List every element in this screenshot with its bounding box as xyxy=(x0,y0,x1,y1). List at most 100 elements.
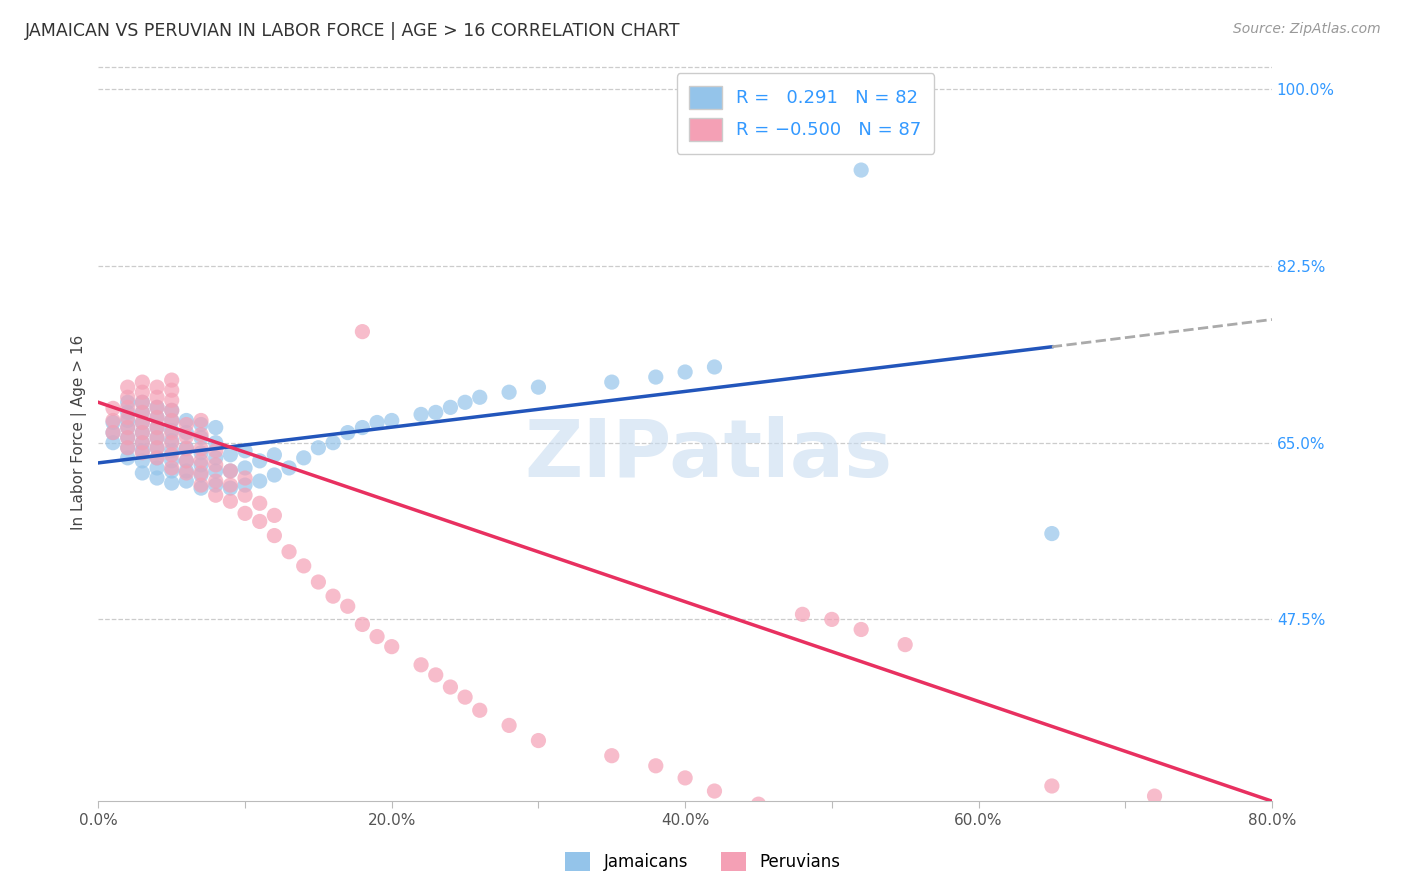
Point xyxy=(176,466,198,480)
Point xyxy=(894,638,917,652)
Point xyxy=(644,759,666,773)
Point xyxy=(146,420,169,434)
Point xyxy=(117,431,139,445)
Point xyxy=(131,446,153,460)
Point xyxy=(233,461,256,475)
Point xyxy=(146,450,169,465)
Point xyxy=(498,385,520,400)
Point xyxy=(160,448,183,462)
Point xyxy=(278,545,301,559)
Point xyxy=(204,435,226,450)
Point xyxy=(263,468,285,483)
Point xyxy=(117,441,139,455)
Point xyxy=(644,370,666,384)
Point xyxy=(146,410,169,425)
Point xyxy=(146,441,169,455)
Point xyxy=(747,797,769,812)
Legend: R =   0.291   N = 82, R = −0.500   N = 87: R = 0.291 N = 82, R = −0.500 N = 87 xyxy=(676,73,934,153)
Point xyxy=(131,385,153,400)
Point xyxy=(146,461,169,475)
Point xyxy=(468,703,491,717)
Point xyxy=(352,617,374,632)
Point xyxy=(117,410,139,425)
Point xyxy=(322,435,344,450)
Point xyxy=(146,410,169,425)
Point xyxy=(673,365,696,379)
Point xyxy=(131,395,153,409)
Point xyxy=(792,607,814,622)
Point xyxy=(249,496,271,510)
Point xyxy=(468,390,491,404)
Y-axis label: In Labor Force | Age > 16: In Labor Force | Age > 16 xyxy=(72,335,87,530)
Point xyxy=(160,413,183,427)
Point xyxy=(160,403,183,417)
Point xyxy=(527,733,550,747)
Point xyxy=(233,478,256,492)
Point xyxy=(190,427,212,442)
Point xyxy=(204,488,226,502)
Point xyxy=(263,528,285,542)
Point xyxy=(352,325,374,339)
Point xyxy=(219,494,242,508)
Point xyxy=(439,680,461,694)
Point xyxy=(146,431,169,445)
Point xyxy=(146,390,169,404)
Point xyxy=(454,690,477,705)
Point xyxy=(381,640,404,654)
Point xyxy=(219,448,242,462)
Point xyxy=(204,443,226,458)
Point xyxy=(1143,789,1166,803)
Point xyxy=(160,454,183,468)
Point xyxy=(219,464,242,478)
Point xyxy=(160,383,183,397)
Point xyxy=(204,478,226,492)
Point xyxy=(600,375,623,389)
Legend: Jamaicans, Peruvians: Jamaicans, Peruvians xyxy=(557,843,849,880)
Point xyxy=(204,420,226,434)
Point xyxy=(101,425,124,440)
Point xyxy=(454,395,477,409)
Text: JAMAICAN VS PERUVIAN IN LABOR FORCE | AGE > 16 CORRELATION CHART: JAMAICAN VS PERUVIAN IN LABOR FORCE | AG… xyxy=(25,22,681,40)
Point xyxy=(176,474,198,488)
Point xyxy=(131,416,153,430)
Point xyxy=(292,558,315,573)
Point xyxy=(673,771,696,785)
Point xyxy=(146,471,169,485)
Point xyxy=(307,441,329,455)
Point xyxy=(439,401,461,415)
Point xyxy=(146,431,169,445)
Point xyxy=(204,450,226,465)
Point xyxy=(425,668,447,682)
Point xyxy=(160,434,183,448)
Point xyxy=(703,359,725,374)
Point xyxy=(409,657,432,672)
Point xyxy=(117,390,139,404)
Point xyxy=(249,515,271,529)
Point xyxy=(307,575,329,590)
Point xyxy=(131,435,153,450)
Point xyxy=(176,454,198,468)
Point xyxy=(190,431,212,445)
Point xyxy=(101,401,124,416)
Point xyxy=(366,416,388,430)
Point xyxy=(1040,526,1063,541)
Point xyxy=(292,450,315,465)
Point xyxy=(425,405,447,419)
Point xyxy=(101,425,124,440)
Point xyxy=(821,612,844,626)
Point xyxy=(190,442,212,456)
Point xyxy=(131,466,153,480)
Point xyxy=(117,420,139,434)
Point xyxy=(849,623,872,637)
Point xyxy=(176,454,198,468)
Point xyxy=(249,454,271,468)
Point xyxy=(176,430,198,444)
Point xyxy=(263,508,285,523)
Point xyxy=(117,395,139,409)
Point xyxy=(117,380,139,394)
Point xyxy=(176,417,198,432)
Point xyxy=(190,417,212,432)
Point xyxy=(190,413,212,427)
Point xyxy=(336,599,359,614)
Point xyxy=(146,441,169,455)
